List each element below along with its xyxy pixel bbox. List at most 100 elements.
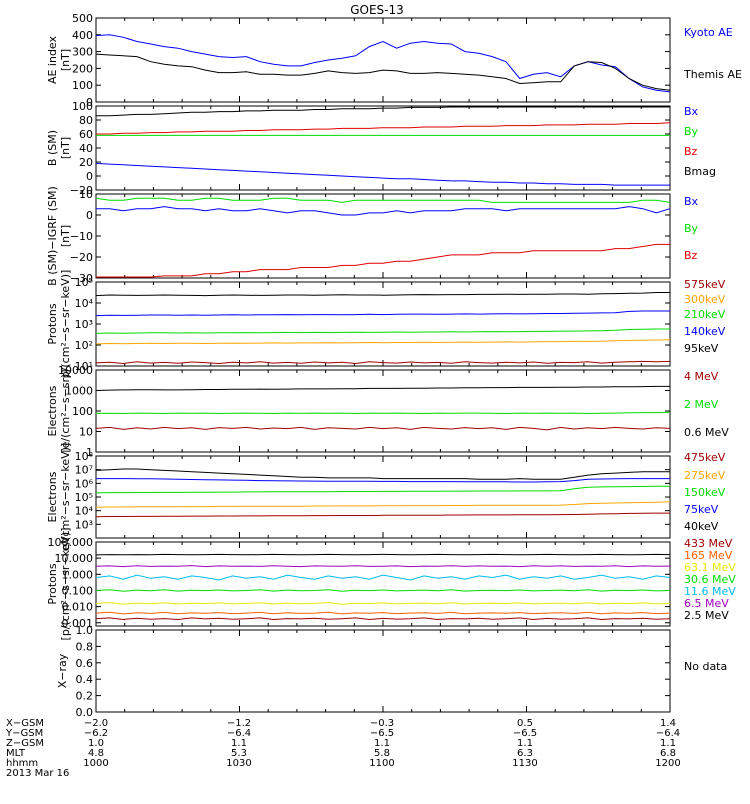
- x-row-value: 1.4: [660, 718, 676, 729]
- x-row-value: −6.4: [656, 728, 680, 739]
- legend-entry: 2 MeV: [684, 398, 719, 411]
- x-row-value: 1.0: [88, 738, 104, 749]
- y-tick-label: 400: [72, 29, 93, 42]
- legend-entry: 275keV: [684, 469, 726, 482]
- series-line-575kev: [95, 360, 671, 365]
- y-tick-label: 10⁵: [75, 491, 93, 504]
- panel-electrons1: 10000 1000 100 10 1 Electrons [e/(cm²−s−sr)] 4 …: [46, 364, 729, 459]
- legend-entry: No data: [684, 660, 727, 673]
- panel-frame: [95, 17, 671, 103]
- y-tick-label: 10⁷: [75, 464, 93, 477]
- x-row-value: −0.3: [370, 718, 394, 729]
- y-axis-label: Protons: [46, 563, 59, 604]
- y-tick-label: −10: [70, 230, 93, 243]
- y-tick-label: 10³: [75, 318, 93, 331]
- y-axis-label: [nT]: [59, 137, 72, 159]
- y-tick-label: 10⁴: [75, 297, 94, 310]
- y-tick-label: 0.2: [76, 690, 94, 703]
- series-line-bmag: [96, 106, 670, 117]
- y-tick-label: 0.010: [62, 601, 94, 614]
- legend-entry: Bz: [684, 249, 698, 262]
- x-row-value: 4.8: [88, 748, 104, 759]
- panel-xray: 1.0 0.8 0.6 0.4 0.2 0.0 X−ray No data: [56, 624, 727, 719]
- y-tick-label: 0: [86, 96, 93, 109]
- series-line-75kev: [96, 478, 670, 483]
- legend-entry: Kyoto AE: [684, 26, 733, 39]
- y-tick-label: 80: [79, 114, 93, 127]
- panel-ae: 500 400 300 200 100 0 AE index [nT] Kyoto AE Them…: [46, 12, 742, 109]
- series-line-210kev: [95, 328, 670, 334]
- y-tick-label: 100: [72, 79, 93, 92]
- series-line-165-mev: [95, 611, 671, 615]
- series-line-11-6-mev: [95, 574, 671, 581]
- y-axis-label: AE index: [46, 35, 59, 84]
- y-tick-label: 0.4: [76, 673, 94, 686]
- y-tick-label: 1: [86, 446, 93, 459]
- series-line-0-6-mev: [95, 385, 670, 391]
- legend-entry: 63.1 MeV: [684, 561, 736, 574]
- x-row-value: 1200: [655, 758, 680, 769]
- legend-entry: Bmag: [684, 165, 716, 178]
- x-row-value: −6.2: [84, 728, 108, 739]
- series-line-300kev: [95, 339, 671, 345]
- legend-entry: 0.6 MeV: [684, 426, 729, 439]
- y-axis-label: [nT]: [59, 225, 72, 247]
- x-row-value: 6.3: [517, 748, 533, 759]
- y-tick-label: 0.6: [76, 657, 94, 670]
- legend-entry: 30.6 MeV: [684, 573, 736, 586]
- series-line-2-5-mev: [95, 553, 671, 556]
- panel-bigrf: 10 0 −10 −20 −30 B (SM)−IGRF (SM) [nT] Bx By Bz: [46, 186, 699, 286]
- x-row-value: 5.8: [374, 748, 390, 759]
- legend-entry: 4 MeV: [684, 370, 719, 383]
- y-axis-label: p/(cm²−s−sr−keV)]: [59, 270, 72, 379]
- series-line-bz: [96, 122, 671, 135]
- legend-entry: 300keV: [684, 293, 726, 306]
- y-tick-label: 10³: [75, 518, 93, 531]
- series-line-6-5-mev: [95, 565, 671, 568]
- y-tick-label: 200: [72, 62, 93, 75]
- x-row-value: 1000: [83, 758, 108, 769]
- y-axis-label: [e/(cm²−s−sr)]: [59, 369, 72, 452]
- y-tick-label: 300: [72, 46, 93, 59]
- legend-entry: 140keV: [684, 325, 726, 338]
- x-row-value: 6.8: [660, 748, 676, 759]
- legend-entry: 75keV: [684, 503, 719, 516]
- x-row-value: −2.0: [84, 718, 108, 729]
- y-tick-label: −20: [70, 251, 93, 264]
- x-row-value: 5.3: [231, 748, 247, 759]
- y-tick-label: 0.8: [76, 640, 94, 653]
- y-tick-label: 10⁴: [75, 505, 94, 518]
- y-axis-label: Protons: [46, 303, 59, 344]
- y-axis-label: Electrons: [46, 385, 59, 436]
- y-tick-label: 20: [79, 156, 93, 169]
- x-row-value: 1130: [512, 758, 537, 769]
- series-line-475kev: [95, 512, 670, 518]
- y-tick-label: 1000: [65, 385, 93, 398]
- y-tick-label: 10: [79, 426, 93, 439]
- legend-entry: 150keV: [684, 486, 726, 499]
- y-tick-label: 10¹: [75, 360, 93, 373]
- x-row-value: 1.1: [231, 738, 247, 749]
- y-axis-label: [nT]: [59, 49, 72, 71]
- x-row-value: 1.1: [374, 738, 390, 749]
- x-row-value: −6.5: [513, 728, 537, 739]
- x-row-value: −1.2: [227, 718, 251, 729]
- x-row-label: hhmm: [6, 758, 38, 769]
- legend-entry: By: [684, 222, 699, 235]
- x-row-label: X−GSM: [6, 718, 44, 729]
- y-tick-label: 0.0: [76, 706, 94, 719]
- series-line-2-mev: [95, 411, 671, 415]
- series-line-bz: [96, 243, 670, 278]
- y-tick-label: 10⁸: [75, 450, 94, 463]
- x-row-value: 1100: [369, 758, 394, 769]
- y-tick-label: −30: [70, 272, 93, 285]
- series-line-by: [95, 197, 671, 203]
- legend-entry: Bx: [684, 195, 699, 208]
- panel-frame: [95, 455, 671, 539]
- x-row-value: 0.5: [517, 718, 533, 729]
- y-tick-label: −20: [70, 184, 93, 197]
- y-tick-label: 0.001: [62, 617, 94, 630]
